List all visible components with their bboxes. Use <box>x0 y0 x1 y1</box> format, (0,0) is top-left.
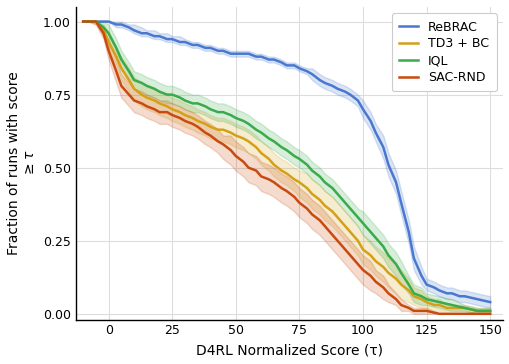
X-axis label: D4RL Normalized Score (τ): D4RL Normalized Score (τ) <box>195 343 382 357</box>
ReBRAC <box>202 46 208 50</box>
IQL <box>202 104 208 108</box>
SAC-RND <box>138 101 145 106</box>
ReBRAC <box>80 19 86 24</box>
TD3 + BC <box>182 113 188 117</box>
TD3 + BC <box>473 309 479 313</box>
IQL <box>207 107 213 111</box>
TD3 + BC <box>417 297 423 301</box>
IQL <box>486 309 492 313</box>
TD3 + BC <box>316 198 322 202</box>
Line: ReBRAC: ReBRAC <box>83 21 489 302</box>
IQL <box>144 84 150 88</box>
SAC-RND <box>435 312 441 316</box>
SAC-RND <box>347 253 353 258</box>
Line: TD3 + BC: TD3 + BC <box>83 21 489 311</box>
ReBRAC <box>473 297 479 301</box>
IQL <box>473 309 479 313</box>
ReBRAC <box>265 58 271 62</box>
IQL <box>80 19 86 24</box>
IQL <box>316 174 322 179</box>
ReBRAC <box>354 98 360 103</box>
Legend: ReBRAC, TD3 + BC, IQL, SAC-RND: ReBRAC, TD3 + BC, IQL, SAC-RND <box>391 13 496 91</box>
SAC-RND <box>177 116 183 120</box>
IQL <box>177 95 183 100</box>
SAC-RND <box>270 180 276 185</box>
TD3 + BC <box>270 163 276 167</box>
SAC-RND <box>93 19 99 24</box>
ReBRAC <box>278 60 284 65</box>
TD3 + BC <box>80 19 86 24</box>
Line: SAC-RND: SAC-RND <box>83 21 489 314</box>
SAC-RND <box>80 19 86 24</box>
ReBRAC <box>189 43 195 47</box>
TD3 + BC <box>113 55 119 59</box>
Line: IQL: IQL <box>83 21 489 311</box>
IQL <box>189 101 195 106</box>
TD3 + BC <box>156 101 162 106</box>
TD3 + BC <box>486 309 492 313</box>
SAC-RND <box>486 312 492 316</box>
ReBRAC <box>486 300 492 304</box>
Y-axis label: Fraction of runs with score
$\geq \tau$: Fraction of runs with score $\geq \tau$ <box>7 71 37 255</box>
SAC-RND <box>118 84 124 88</box>
